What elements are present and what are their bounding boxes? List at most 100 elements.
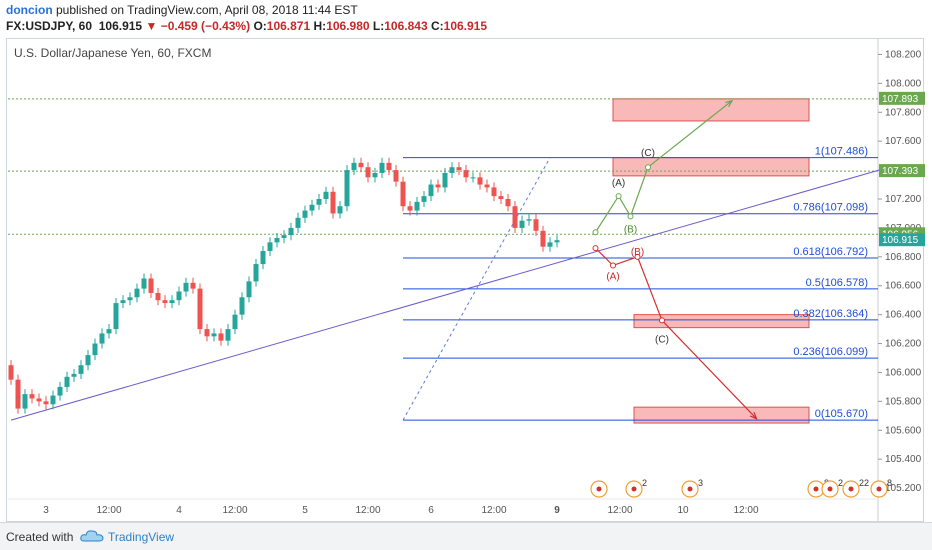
candle-body — [85, 355, 91, 366]
candle-body — [554, 240, 560, 243]
candle-body — [407, 206, 413, 211]
bearish-forecast-path-node — [592, 245, 599, 252]
close-label: C: — [430, 19, 444, 33]
bullish-forecast-path-arrowhead — [725, 99, 734, 108]
fib-level-label: 0.618(106.792) — [793, 246, 868, 258]
candle-body — [148, 278, 154, 293]
candle-body — [372, 172, 378, 178]
candle-body — [295, 217, 301, 228]
candle-body — [113, 303, 119, 330]
fib-level-label: 0.5(106.578) — [806, 277, 868, 289]
chart-frame[interactable] — [6, 38, 924, 522]
x-tick-label: 12:00 — [96, 505, 121, 516]
created-with-text: Created with — [6, 530, 74, 544]
price-chart[interactable]: 105.200 105.400 105.600 105.800 106.000 106.2… — [0, 0, 932, 522]
candle-body — [225, 329, 231, 341]
candle-body — [22, 394, 28, 409]
candle-body — [64, 376, 70, 387]
y-tick-label: 107.600 — [885, 136, 922, 147]
candle-body — [309, 204, 315, 211]
event-marker-dot — [631, 486, 637, 492]
wave-label: (A) — [612, 178, 625, 189]
bullish-forecast-path-node — [645, 164, 651, 171]
candle-body — [190, 282, 196, 289]
x-tick-label: 12:00 — [355, 505, 380, 516]
candle-body — [512, 206, 518, 228]
event-marker-count: 22 — [859, 478, 869, 488]
candle-body — [421, 196, 427, 202]
y-tick-label: 106.800 — [885, 252, 922, 263]
candle-body — [393, 170, 399, 182]
fib-level-label: 1(107.486) — [815, 146, 868, 158]
high-label: H: — [313, 19, 327, 33]
candle-body — [99, 333, 105, 344]
candle-body — [477, 177, 483, 185]
x-tick-label: 12:00 — [733, 505, 758, 516]
bearish-forecast-path-node — [634, 253, 641, 260]
wave-label: (A) — [606, 271, 619, 282]
candle-body — [491, 187, 497, 197]
low-label: L: — [372, 19, 385, 33]
target-zone — [612, 98, 810, 122]
candle-body — [78, 365, 84, 374]
candle-body — [288, 227, 294, 236]
candle-body — [456, 167, 462, 171]
candle-body — [274, 238, 280, 243]
trendline — [10, 169, 880, 421]
author-link[interactable]: doncion — [6, 3, 53, 17]
candle-body — [526, 219, 532, 221]
candle-body — [337, 206, 343, 214]
candle-body — [162, 300, 168, 304]
last-price: 106.915 — [98, 19, 143, 33]
candle-body — [211, 333, 217, 337]
candle-body — [484, 184, 490, 188]
candle-body — [414, 201, 420, 211]
event-marker-dot — [596, 486, 602, 492]
footer-bar: Created with TradingView — [0, 522, 932, 550]
candle-body — [183, 282, 189, 292]
price-axis-badge-label: 107.393 — [882, 166, 919, 177]
price-axis-badge-label: 107.893 — [882, 94, 919, 105]
event-marker-count: 8 — [887, 478, 892, 488]
quote-line: FX:USDJPY, 60 106.915 ▼ −0.459 (−0.43%) … — [6, 19, 487, 33]
x-tick-label: 5 — [302, 505, 308, 516]
chart-title: U.S. Dollar/Japanese Yen, 60, FXCM — [14, 46, 212, 60]
bullish-forecast-path-node — [592, 229, 599, 236]
candle-body — [246, 281, 252, 298]
candle-body — [302, 210, 308, 218]
fib-anchor-line — [402, 157, 551, 421]
candle-body — [470, 177, 476, 179]
tradingview-brand-link[interactable]: TradingView — [108, 530, 175, 544]
down-arrow-icon: ▼ — [145, 19, 158, 33]
candle-body — [197, 288, 203, 330]
candle-body — [232, 314, 238, 330]
candle-body — [204, 329, 210, 337]
publication-header: doncion published on TradingView.com, Ap… — [0, 0, 932, 36]
candle-body — [449, 167, 455, 173]
event-marker-dot — [687, 486, 693, 492]
candle-body — [106, 329, 112, 334]
candle-body — [505, 199, 511, 207]
candle-body — [127, 297, 133, 301]
price-axis-badge — [879, 164, 925, 178]
target-zone — [612, 157, 810, 177]
candle-body — [218, 333, 224, 341]
fib-level-label: 0.786(107.098) — [793, 202, 868, 214]
tradingview-cloud-icon — [80, 530, 104, 542]
y-tick-label: 107.200 — [885, 194, 922, 205]
candle-body — [71, 373, 77, 377]
fib-level-label: 0(105.670) — [815, 408, 868, 420]
candle-body — [344, 170, 350, 207]
wave-label: (B) — [624, 224, 637, 235]
y-tick-label: 106.600 — [885, 281, 922, 292]
candle-body — [253, 264, 259, 282]
event-marker-count: 2 — [838, 478, 843, 488]
x-tick-label: 9 — [554, 505, 560, 516]
bullish-forecast-path-node — [615, 193, 622, 200]
bearish-forecast-path-node — [659, 317, 665, 324]
bearish-forecast-path-arrowhead — [749, 411, 758, 420]
candle-body — [365, 167, 371, 178]
y-tick-label: 105.200 — [885, 483, 922, 494]
candle-body — [358, 162, 364, 168]
y-tick-label: 107.800 — [885, 107, 922, 118]
